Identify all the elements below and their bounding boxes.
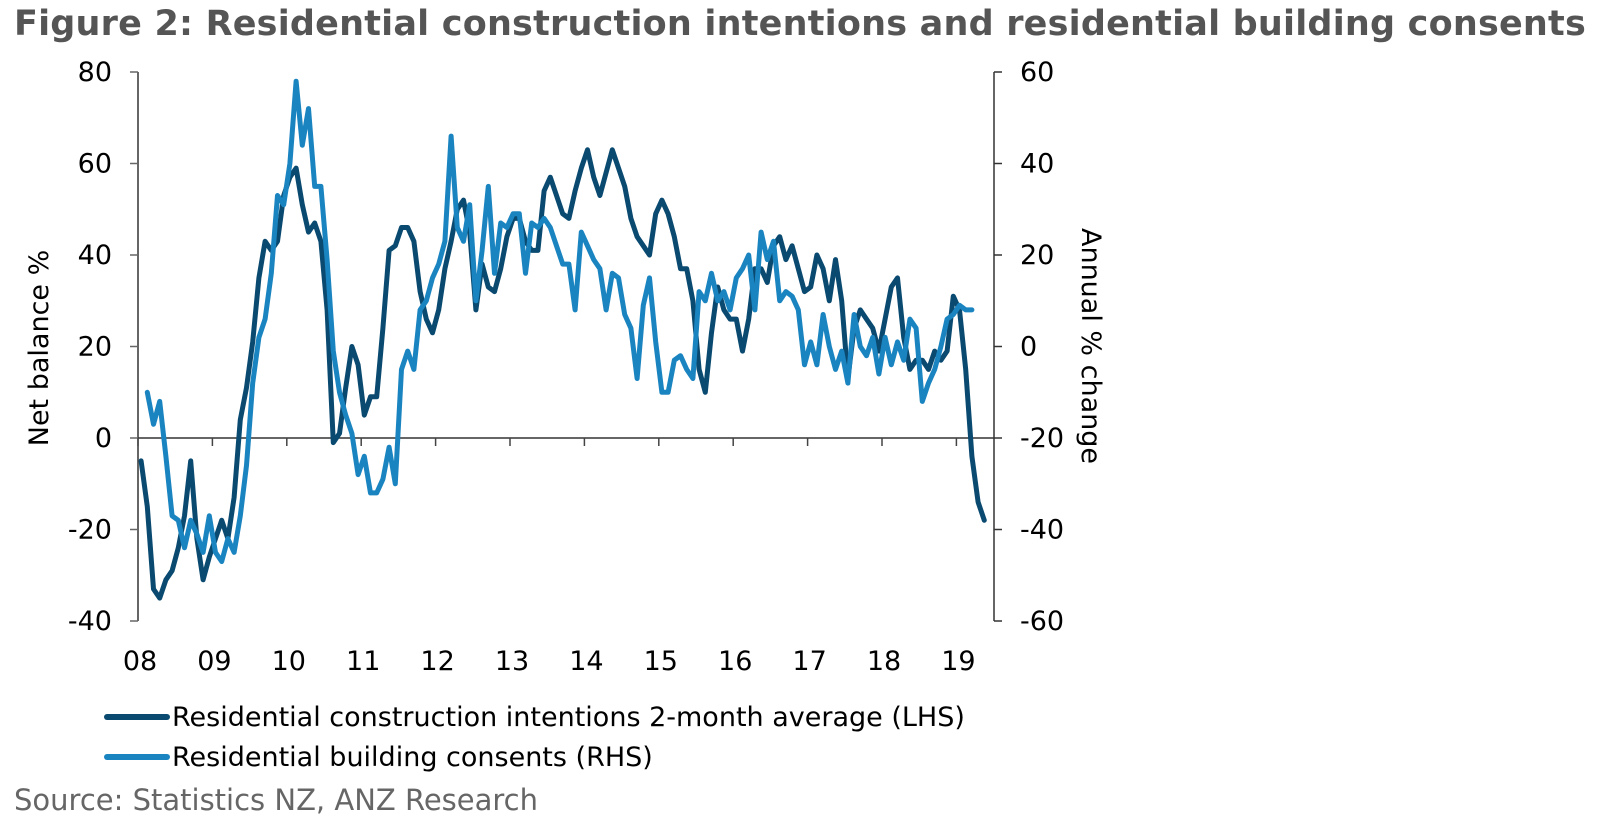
x-tick-label: 15 <box>644 646 678 677</box>
legend-swatch-intentions <box>104 714 170 720</box>
y-left-axis-title: Net balance % <box>24 250 55 447</box>
y-right-tick-label: -20 <box>1020 423 1064 454</box>
y-left-tick-label: 60 <box>78 149 112 180</box>
x-tick-label: 14 <box>569 646 603 677</box>
y-left-tick-label: 20 <box>78 332 112 363</box>
legend-label-consents: Residential building consents (RHS) <box>172 741 653 773</box>
x-tick-label: 17 <box>792 646 826 677</box>
x-tick-label: 19 <box>941 646 975 677</box>
y-left-tick-label: 0 <box>95 423 112 454</box>
y-left-tick-label: -20 <box>68 515 112 546</box>
x-tick-label: 13 <box>495 646 529 677</box>
x-tick-label: 12 <box>420 646 454 677</box>
x-tick-label: 16 <box>718 646 752 677</box>
y-right-tick-label: 60 <box>1020 57 1054 88</box>
axes: 80 60 40 20 0 -20 -40 60 40 20 0 -20 -40 -60 08 09 10 11 1… <box>68 57 1064 677</box>
series-line-consents <box>144 78 975 564</box>
x-tick-label: 09 <box>197 646 231 677</box>
y-right-tick-label: 20 <box>1020 240 1054 271</box>
legend-item-consents: Residential building consents (RHS) <box>104 737 965 777</box>
legend: Residential construction intentions 2-mo… <box>104 697 965 777</box>
y-right-axis-title: Annual % change <box>1075 228 1106 464</box>
y-right-tick-label: -40 <box>1020 515 1064 546</box>
y-left-tick-label: -40 <box>68 606 112 637</box>
x-tick-label: 18 <box>867 646 901 677</box>
series-layer <box>138 78 987 601</box>
y-right-tick-label: 40 <box>1020 149 1054 180</box>
x-tick-label: 10 <box>272 646 306 677</box>
chart-title: Figure 2: Residential construction inten… <box>14 4 1587 44</box>
source-note: Source: Statistics NZ, ANZ Research <box>14 783 539 817</box>
y-left-tick-label: 80 <box>78 57 112 88</box>
series-line-intentions <box>138 147 987 601</box>
legend-item-intentions: Residential construction intentions 2-mo… <box>104 697 965 737</box>
x-tick-label: 11 <box>346 646 380 677</box>
y-right-tick-label: -60 <box>1020 606 1064 637</box>
legend-label-intentions: Residential construction intentions 2-mo… <box>172 701 965 733</box>
y-right-tick-label: 0 <box>1020 332 1037 363</box>
legend-swatch-consents <box>104 754 170 760</box>
x-tick-label: 08 <box>123 646 157 677</box>
y-left-tick-label: 40 <box>78 240 112 271</box>
